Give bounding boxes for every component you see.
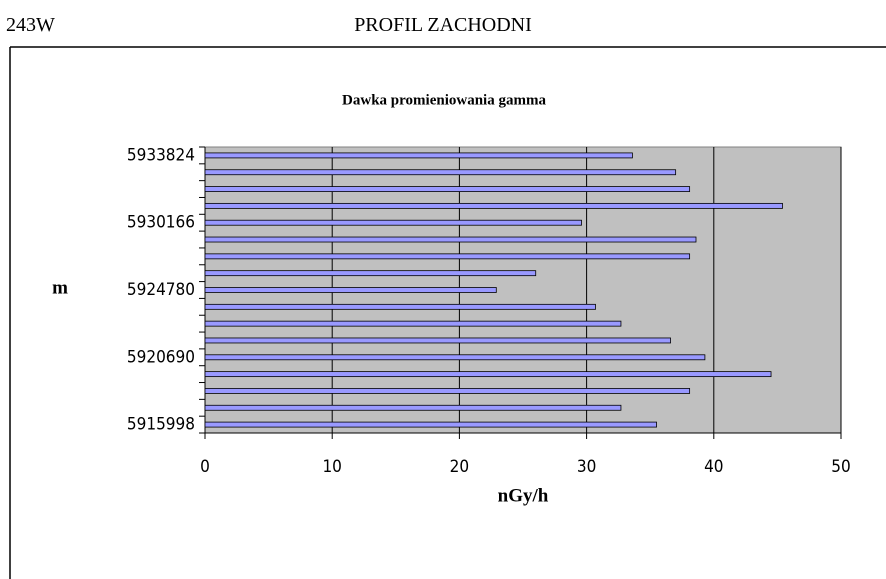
x-tick-label: 0 <box>200 457 210 477</box>
y-axis-label: m <box>52 277 68 298</box>
bar <box>204 152 633 159</box>
y-tick-label: 5924780 <box>127 280 195 300</box>
x-tick-label: 20 <box>450 457 469 477</box>
bar <box>204 354 706 361</box>
bar <box>204 404 622 411</box>
y-tick-label: 5920690 <box>127 347 195 367</box>
x-tick-label: 50 <box>831 457 850 477</box>
bar <box>204 202 783 209</box>
doc-title: PROFIL ZACHODNI <box>354 14 532 36</box>
chart-title: Dawka promieniowania gamma <box>342 92 546 108</box>
bar <box>204 253 691 260</box>
y-tick-label: 5915998 <box>127 415 195 435</box>
bar <box>204 236 697 243</box>
bar <box>204 320 622 327</box>
bar <box>204 287 497 293</box>
bar <box>204 186 691 192</box>
bar <box>204 421 657 428</box>
y-tick-label: 5933824 <box>127 145 195 165</box>
bar <box>204 371 772 378</box>
x-axis-label: nGy/h <box>498 485 549 506</box>
bar <box>204 270 537 277</box>
bar <box>204 388 691 394</box>
bar <box>204 169 677 176</box>
x-tick-label: 30 <box>577 457 596 477</box>
x-tick-label: 10 <box>322 457 341 477</box>
bar <box>204 303 596 310</box>
x-tick-label: 40 <box>704 457 723 477</box>
y-tick-label: 5930166 <box>127 213 195 233</box>
bar <box>204 337 671 344</box>
bar <box>204 219 582 226</box>
doc-code: 243W <box>6 14 55 36</box>
